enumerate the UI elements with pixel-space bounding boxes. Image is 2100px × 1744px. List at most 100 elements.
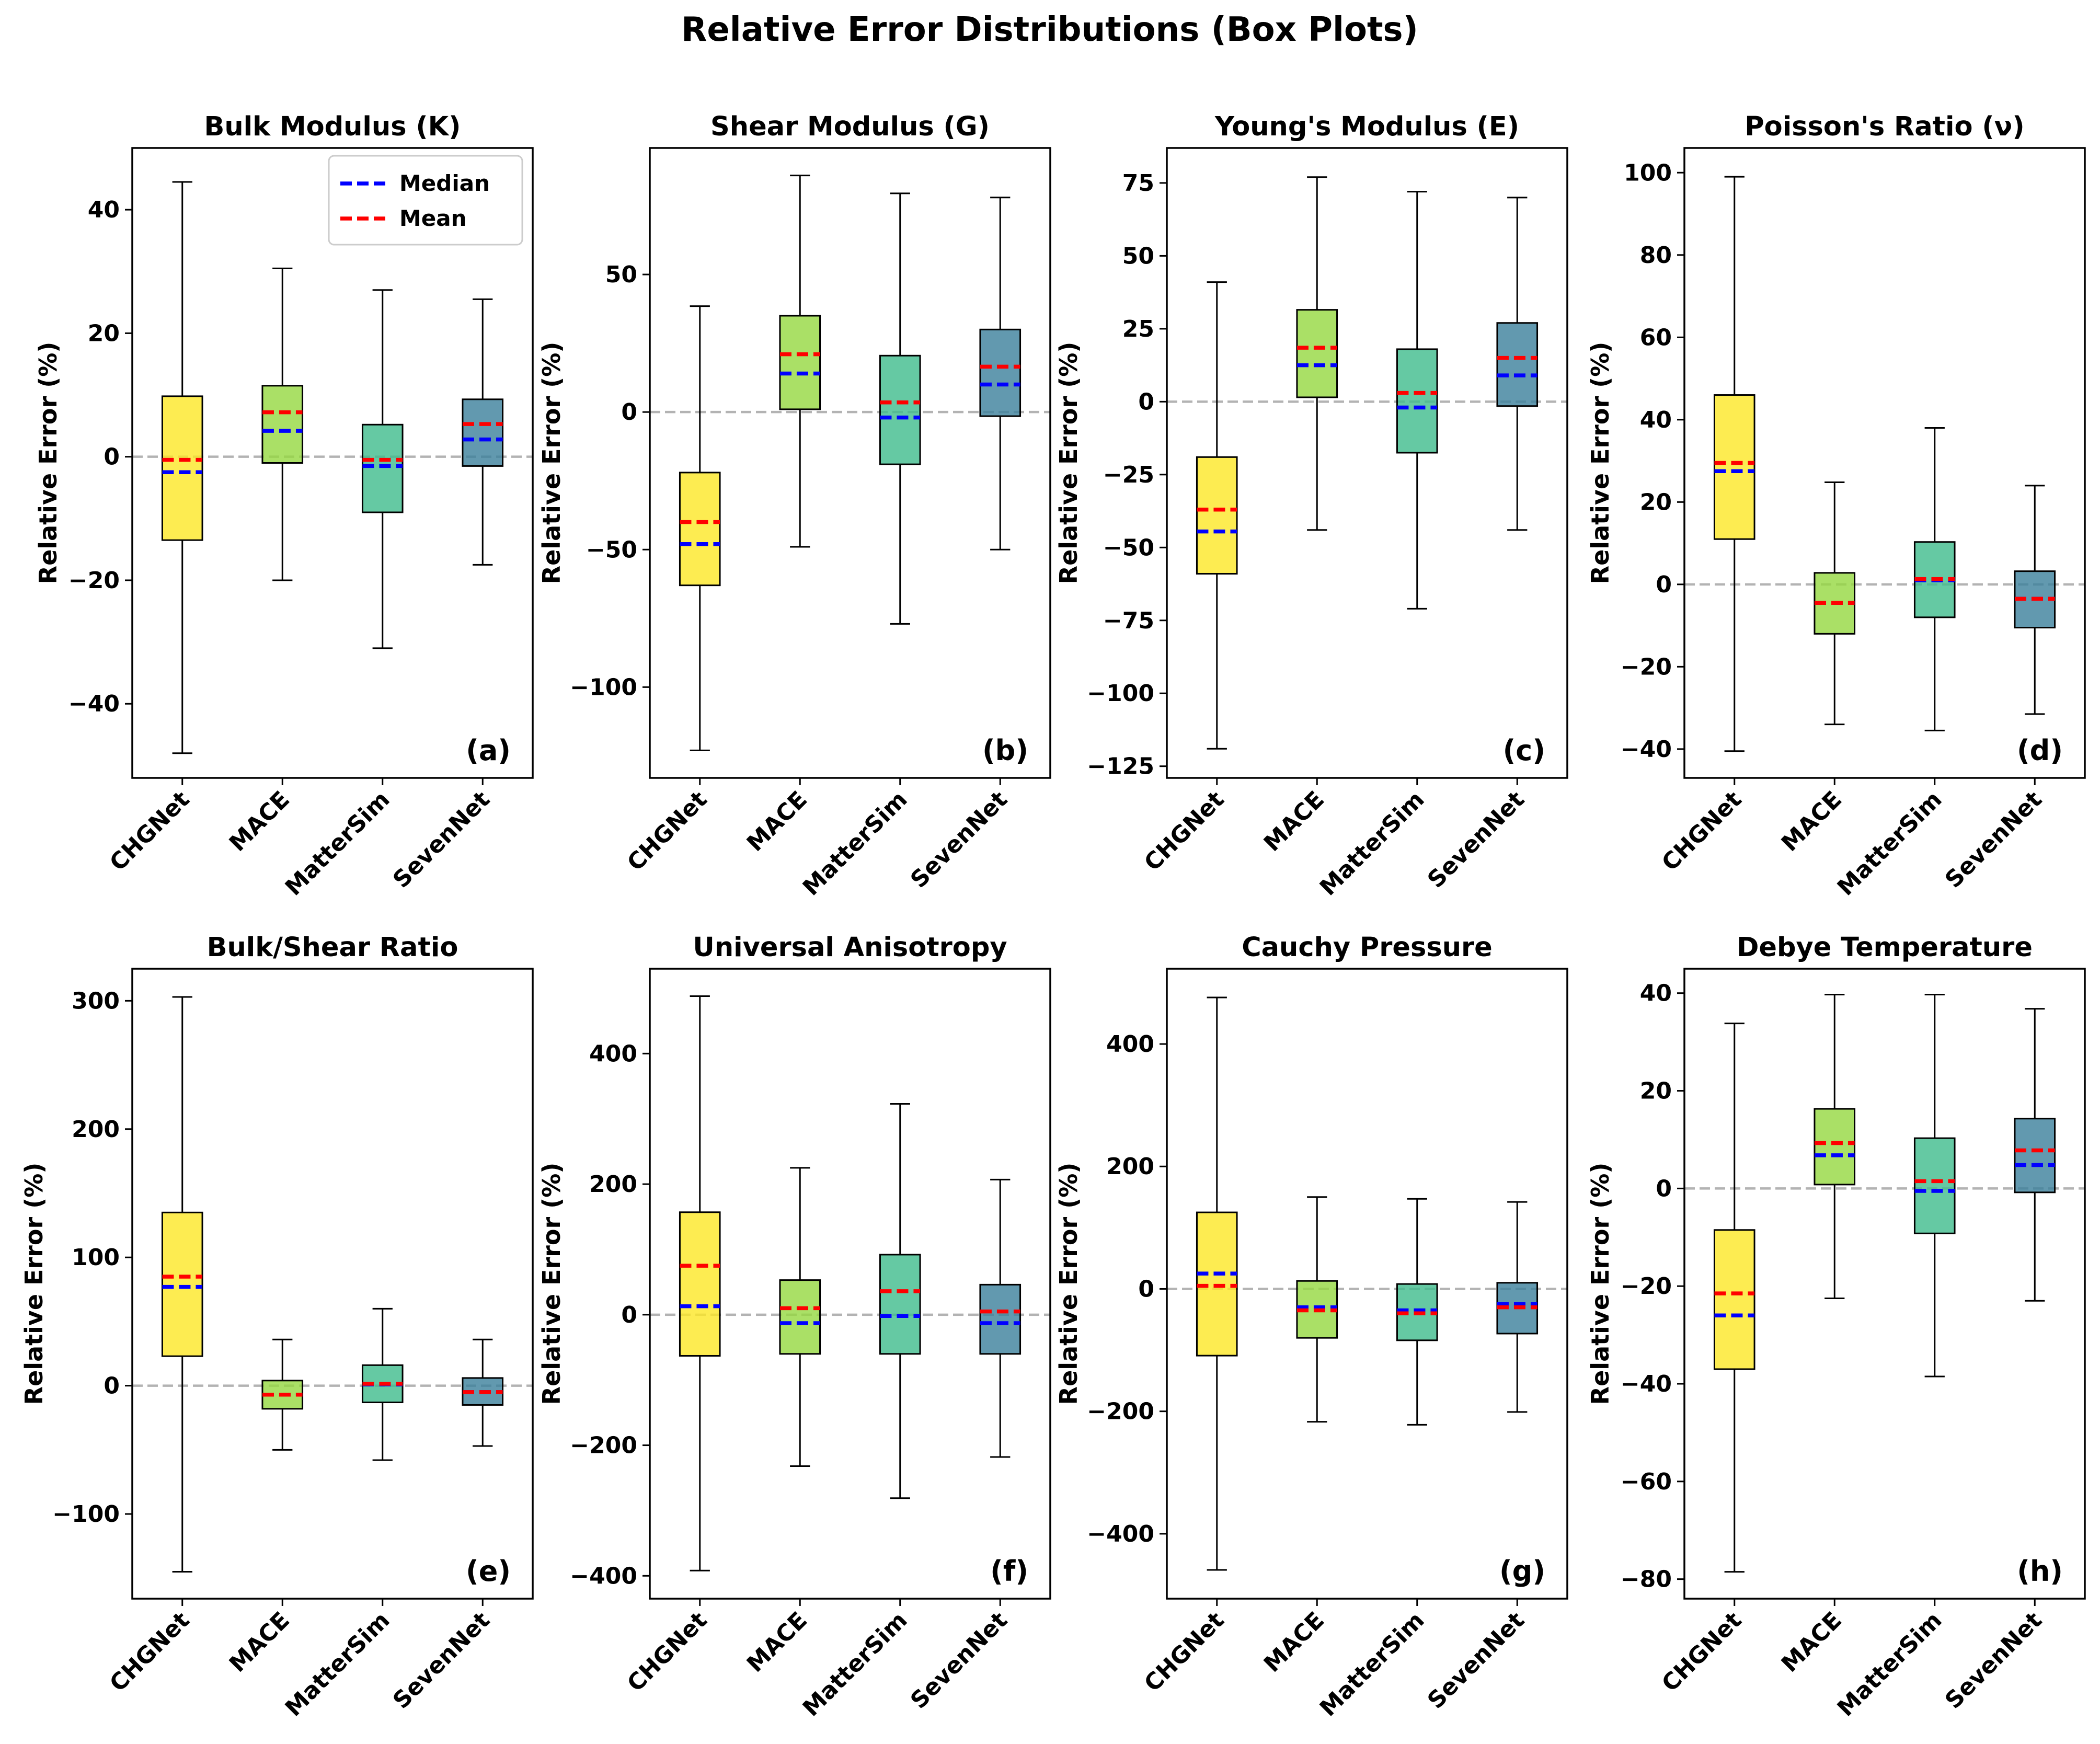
- iqr-box: [779, 1279, 821, 1355]
- box-chgnet: [679, 305, 721, 751]
- box-mattersim: [361, 1307, 404, 1461]
- y-tick-label: 80: [1640, 242, 1672, 269]
- iqr-box: [779, 315, 821, 410]
- y-tick-label: −200: [1087, 1398, 1154, 1425]
- panel-label: (b): [982, 734, 1028, 767]
- axes-frame: [649, 968, 1051, 1600]
- box-mace: [1296, 1196, 1338, 1423]
- iqr-box: [879, 1254, 921, 1355]
- y-tick-label: 20: [88, 320, 120, 347]
- box-sevennet: [462, 1338, 504, 1447]
- y-tick-label: 0: [104, 444, 120, 471]
- panel-title: Universal Anisotropy: [693, 932, 1007, 963]
- y-tick-label: −75: [1103, 607, 1154, 634]
- y-tick-label: −200: [570, 1432, 637, 1459]
- axes-frame: [649, 147, 1051, 779]
- iqr-box: [1496, 322, 1539, 407]
- box-mace: [261, 1338, 304, 1451]
- iqr-box: [979, 328, 1022, 417]
- axes-frame: [1166, 968, 1568, 1600]
- y-tick-label: 100: [72, 1244, 120, 1271]
- y-tick-label: −400: [1087, 1521, 1154, 1547]
- box-mace: [779, 175, 821, 548]
- legend: Median Mean: [328, 155, 523, 246]
- y-tick-label: 0: [621, 1302, 637, 1328]
- y-tick-label: −60: [1621, 1468, 1672, 1495]
- panel-title: Poisson's Ratio (ν): [1745, 111, 2024, 142]
- panel-label: (c): [1503, 734, 1545, 767]
- iqr-box: [1396, 348, 1438, 454]
- y-tick-label: 20: [1640, 1078, 1672, 1105]
- y-tick-label: 75: [1122, 170, 1154, 197]
- box-mattersim: [361, 289, 404, 649]
- y-tick-label: 0: [1138, 1276, 1154, 1302]
- panel-title: Young's Modulus (E): [1214, 111, 1519, 142]
- axes-frame: [1683, 147, 2086, 779]
- y-tick-label: 200: [589, 1171, 637, 1198]
- legend-frame: [328, 155, 523, 246]
- panel-label: (d): [2017, 734, 2063, 767]
- box-chgnet: [1713, 176, 1755, 752]
- box-chgnet: [161, 996, 203, 1573]
- y-tick-label: 20: [1640, 489, 1672, 515]
- panel-label: (h): [2017, 1555, 2063, 1588]
- y-tick-label: 0: [621, 399, 637, 426]
- y-tick-label: −40: [1621, 1371, 1672, 1397]
- y-tick-label: 400: [1106, 1031, 1154, 1058]
- iqr-box: [161, 395, 203, 541]
- box-sevennet: [1496, 197, 1539, 531]
- iqr-box: [2014, 1118, 2056, 1194]
- panel-title: Debye Temperature: [1737, 932, 2033, 963]
- y-tick-label: 0: [1656, 571, 1672, 598]
- panel-label: (f): [990, 1555, 1028, 1588]
- y-tick-label: 200: [72, 1116, 120, 1143]
- y-tick-label: 200: [1106, 1153, 1154, 1180]
- legend-mean-label: Mean: [399, 205, 467, 231]
- box-mattersim: [1913, 427, 1956, 731]
- iqr-box: [879, 354, 921, 465]
- y-tick-label: −400: [570, 1563, 637, 1589]
- iqr-box: [1196, 456, 1238, 575]
- y-tick-label: 300: [72, 988, 120, 1014]
- y-tick-label: 0: [1656, 1175, 1672, 1202]
- y-tick-label: −40: [68, 691, 120, 717]
- axes-frame: [1166, 147, 1568, 779]
- y-tick-label: −80: [1621, 1566, 1672, 1593]
- y-axis-label: Relative Error (%): [537, 1163, 566, 1405]
- y-axis-label: Relative Error (%): [34, 342, 62, 584]
- y-tick-label: −125: [1087, 753, 1154, 780]
- y-tick-label: 60: [1640, 324, 1672, 351]
- box-mace: [1814, 481, 1856, 726]
- iqr-box: [462, 398, 504, 467]
- box-mattersim: [879, 1103, 921, 1499]
- y-axis-label: Relative Error (%): [1054, 342, 1083, 584]
- y-tick-label: −100: [1087, 680, 1154, 707]
- y-tick-label: −50: [1103, 534, 1154, 561]
- y-axis-label: Relative Error (%): [1054, 1163, 1083, 1405]
- box-chgnet: [1196, 281, 1238, 750]
- box-mattersim: [879, 192, 921, 625]
- box-mattersim: [1913, 994, 1956, 1378]
- box-chgnet: [161, 181, 203, 754]
- y-tick-label: −40: [1621, 736, 1672, 763]
- y-axis-label: Relative Error (%): [1586, 1163, 1614, 1405]
- y-tick-label: 40: [88, 197, 120, 223]
- axes-frame: [1683, 968, 2086, 1600]
- box-mace: [261, 267, 304, 581]
- y-tick-label: −100: [52, 1501, 120, 1528]
- legend-median-label: Median: [399, 170, 490, 196]
- iqr-box: [1713, 1229, 1755, 1370]
- box-mace: [1296, 176, 1338, 531]
- axes-frame: [131, 968, 534, 1600]
- box-sevennet: [1496, 1201, 1539, 1413]
- y-tick-label: −20: [1621, 1273, 1672, 1300]
- iqr-box: [1296, 309, 1338, 398]
- y-tick-label: 50: [1122, 243, 1154, 269]
- iqr-box: [679, 472, 721, 587]
- box-sevennet: [462, 298, 504, 566]
- y-tick-label: −50: [586, 536, 637, 563]
- box-mace: [1814, 994, 1856, 1300]
- box-sevennet: [2014, 485, 2056, 715]
- iqr-box: [679, 1211, 721, 1357]
- y-tick-label: 25: [1122, 316, 1154, 342]
